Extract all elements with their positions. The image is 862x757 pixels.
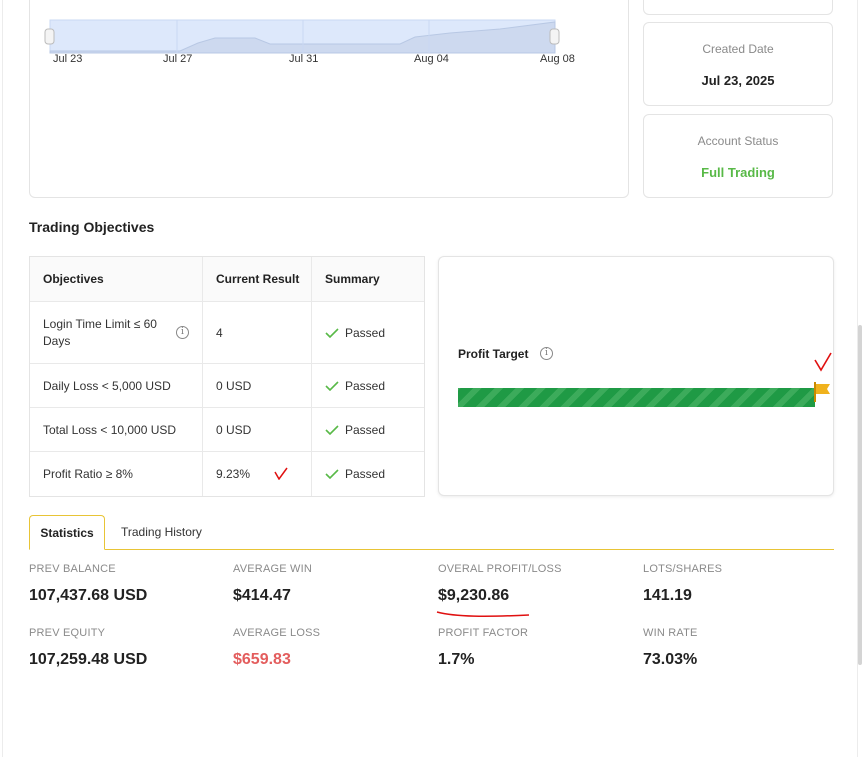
created-date-label: Created Date	[702, 42, 774, 56]
stat-average-loss: AVERAGE LOSS $659.83	[233, 627, 320, 669]
objective-cell: Profit Ratio ≥ 8%	[30, 452, 203, 496]
stat-value: 107,437.68 USD	[29, 587, 148, 604]
stat-overall-profit-loss: OVERAL PROFIT/LOSS $9,230.86	[436, 563, 562, 617]
check-icon	[325, 380, 339, 391]
chart-right-handle[interactable]	[549, 28, 560, 45]
summary-text: Passed	[345, 325, 386, 340]
objective-text: Login Time Limit ≤ 60 Days	[43, 316, 157, 348]
scrollbar-thumb[interactable]	[858, 325, 862, 665]
stats-tabs: Statistics Trading History	[29, 515, 834, 550]
table-row: Profit Ratio ≥ 8% 9.23% Passed	[30, 452, 424, 496]
stat-label: AVERAGE LOSS	[233, 627, 321, 639]
header-summary: Summary	[325, 272, 380, 286]
result-cell: 0 USD	[203, 364, 312, 407]
chart-left-handle[interactable]	[44, 28, 55, 45]
created-date-card: Created Date Jul 23, 2025	[643, 22, 833, 106]
profit-target-title: Profit Target	[458, 347, 529, 361]
info-card-top	[643, 0, 833, 15]
summary-text: Passed	[345, 422, 386, 437]
x-tick-label: Aug 08	[540, 53, 575, 65]
stat-lots-shares: LOTS/SHARES 141.19	[643, 563, 722, 605]
summary-cell: Passed	[312, 302, 424, 363]
objective-cell: Daily Loss < 5,000 USD	[30, 364, 203, 407]
table-row: Total Loss < 10,000 USD 0 USD Passed	[30, 408, 424, 452]
profit-progress-fill	[458, 388, 815, 407]
equity-chart: Jul 23 Jul 27 Jul 31 Aug 04 Aug 08	[44, 19, 575, 65]
tab-trading-history[interactable]: Trading History	[121, 525, 202, 539]
table-header-row: Objectives Current Result Summary	[30, 257, 424, 302]
stat-prev-equity: PREV EQUITY 107,259.48 USD	[29, 627, 147, 669]
page-left-edge	[2, 0, 3, 757]
stat-prev-balance: PREV BALANCE 107,437.68 USD	[29, 563, 147, 605]
stat-value: 141.19	[643, 587, 692, 604]
result-cell: 0 USD	[203, 408, 312, 451]
account-status-card: Account Status Full Trading	[643, 114, 833, 198]
annotation-underline	[436, 611, 530, 617]
stat-profit-factor: PROFIT FACTOR 1.7%	[438, 627, 528, 669]
profit-target-card: Profit Target i	[438, 256, 834, 496]
table-row: Login Time Limit ≤ 60 Days i 4 Passed	[30, 302, 424, 364]
stat-value: $414.47	[233, 587, 291, 604]
stat-value: $659.83	[233, 651, 291, 668]
summary-text: Passed	[345, 378, 386, 393]
objective-cell: Total Loss < 10,000 USD	[30, 408, 203, 451]
stat-win-rate: WIN RATE 73.03%	[643, 627, 698, 669]
stat-label: OVERAL PROFIT/LOSS	[438, 563, 562, 575]
result-cell: 4	[203, 302, 312, 363]
stat-label: AVERAGE WIN	[233, 563, 313, 575]
annotation-check-icon	[274, 467, 288, 480]
header-objectives: Objectives	[30, 257, 203, 301]
equity-chart-card: Jul 23 Jul 27 Jul 31 Aug 04 Aug 08	[29, 0, 629, 198]
stat-label: PREV BALANCE	[29, 563, 116, 575]
created-date-value: Jul 23, 2025	[701, 73, 775, 88]
result-text: 9.23%	[216, 467, 251, 481]
result-cell: 9.23%	[203, 452, 312, 496]
stat-value: 1.7%	[438, 651, 475, 668]
flag-icon	[814, 382, 830, 402]
x-tick-label: Jul 23	[53, 53, 82, 65]
stat-label: PREV EQUITY	[29, 627, 106, 639]
summary-cell: Passed	[312, 408, 424, 451]
stat-label: WIN RATE	[643, 627, 698, 639]
stat-value: 107,259.48 USD	[29, 651, 148, 668]
x-tick-label: Aug 04	[414, 53, 449, 65]
stat-value: 73.03%	[643, 651, 698, 668]
info-icon[interactable]: i	[176, 326, 189, 339]
account-status-label: Account Status	[697, 134, 779, 148]
x-tick-label: Jul 27	[163, 53, 192, 65]
check-icon	[325, 469, 339, 479]
table-row: Daily Loss < 5,000 USD 0 USD Passed	[30, 364, 424, 408]
objective-cell: Login Time Limit ≤ 60 Days i	[30, 302, 203, 363]
objectives-table: Objectives Current Result Summary Login …	[29, 256, 425, 497]
profit-progress-bar	[458, 388, 815, 407]
x-tick-label: Jul 31	[289, 53, 318, 65]
summary-text: Passed	[345, 467, 386, 481]
scroll-edge	[857, 0, 858, 757]
stat-label: PROFIT FACTOR	[438, 627, 529, 639]
account-status-value: Full Trading	[701, 165, 775, 180]
check-icon	[325, 327, 339, 338]
check-icon	[325, 424, 339, 435]
stat-average-win: AVERAGE WIN $414.47	[233, 563, 312, 605]
summary-cell: Passed	[312, 452, 424, 496]
stat-label: LOTS/SHARES	[643, 563, 723, 575]
annotation-check-icon	[814, 352, 832, 372]
info-icon[interactable]: i	[540, 347, 553, 360]
tab-statistics[interactable]: Statistics	[29, 515, 105, 550]
stat-value: $9,230.86	[438, 587, 510, 604]
summary-cell: Passed	[312, 364, 424, 407]
trading-objectives-title: Trading Objectives	[29, 219, 155, 235]
header-current-result: Current Result	[203, 257, 312, 301]
